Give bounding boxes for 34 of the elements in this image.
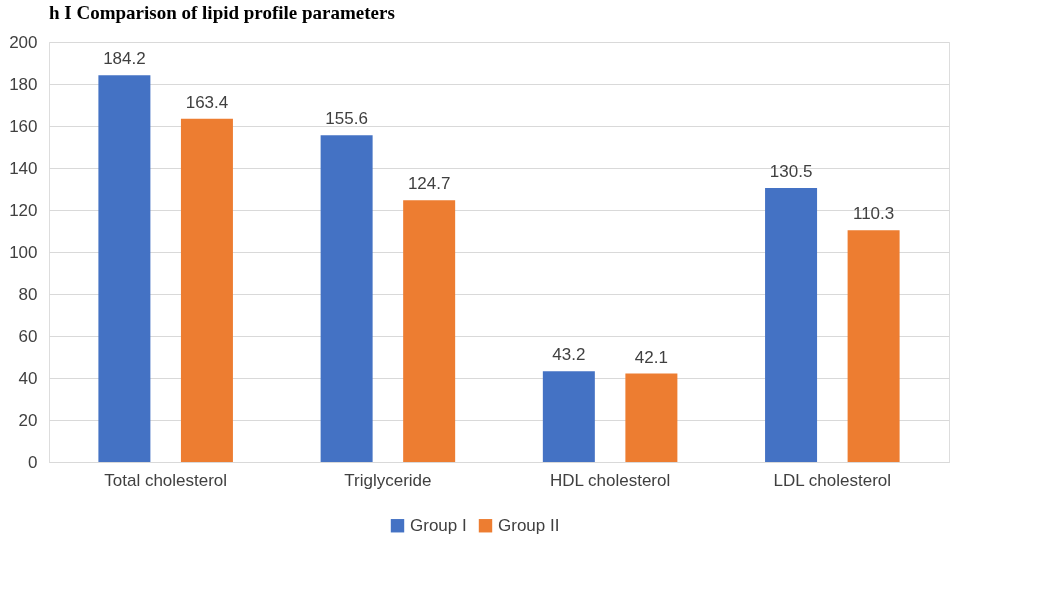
x-tick-label: LDL cholesterol [773, 470, 892, 490]
data-label: 163.4 [185, 92, 229, 112]
y-tick-label: 80 [18, 284, 38, 304]
bar [180, 118, 233, 462]
y-tick-label: 0 [28, 452, 38, 472]
data-label: 155.6 [325, 109, 368, 129]
y-tick-label: 160 [9, 116, 38, 136]
data-label: 124.7 [407, 174, 451, 194]
bar [403, 200, 456, 462]
y-tick-label: 100 [9, 242, 38, 262]
y-tick-label: 200 [9, 32, 38, 52]
data-label: 110.3 [852, 204, 895, 224]
y-tick-label: 20 [18, 410, 38, 430]
y-tick-label: 40 [18, 368, 38, 388]
x-tick-label: HDL cholesterol [549, 470, 671, 490]
bar [98, 75, 151, 462]
y-tick-label: 140 [9, 158, 38, 178]
data-label: 43.2 [552, 345, 586, 365]
legend-label: Group II [498, 515, 560, 535]
y-tick-label: 180 [9, 74, 38, 94]
bar [625, 373, 678, 462]
bar [847, 230, 900, 462]
legend-label: Group I [410, 515, 467, 535]
data-label: 130.5 [769, 161, 813, 181]
y-tick-label: 60 [18, 326, 38, 346]
x-tick-label: Total cholesterol [104, 470, 228, 490]
y-tick-label: 120 [9, 200, 38, 220]
x-tick-label: Triglyceride [344, 470, 432, 490]
chart-title: h I Comparison of lipid profile parameters [49, 2, 395, 23]
bar [542, 371, 595, 462]
bar [320, 135, 373, 462]
data-label: 42.1 [634, 347, 668, 367]
bar [765, 187, 818, 462]
data-label: 184.2 [103, 49, 146, 69]
